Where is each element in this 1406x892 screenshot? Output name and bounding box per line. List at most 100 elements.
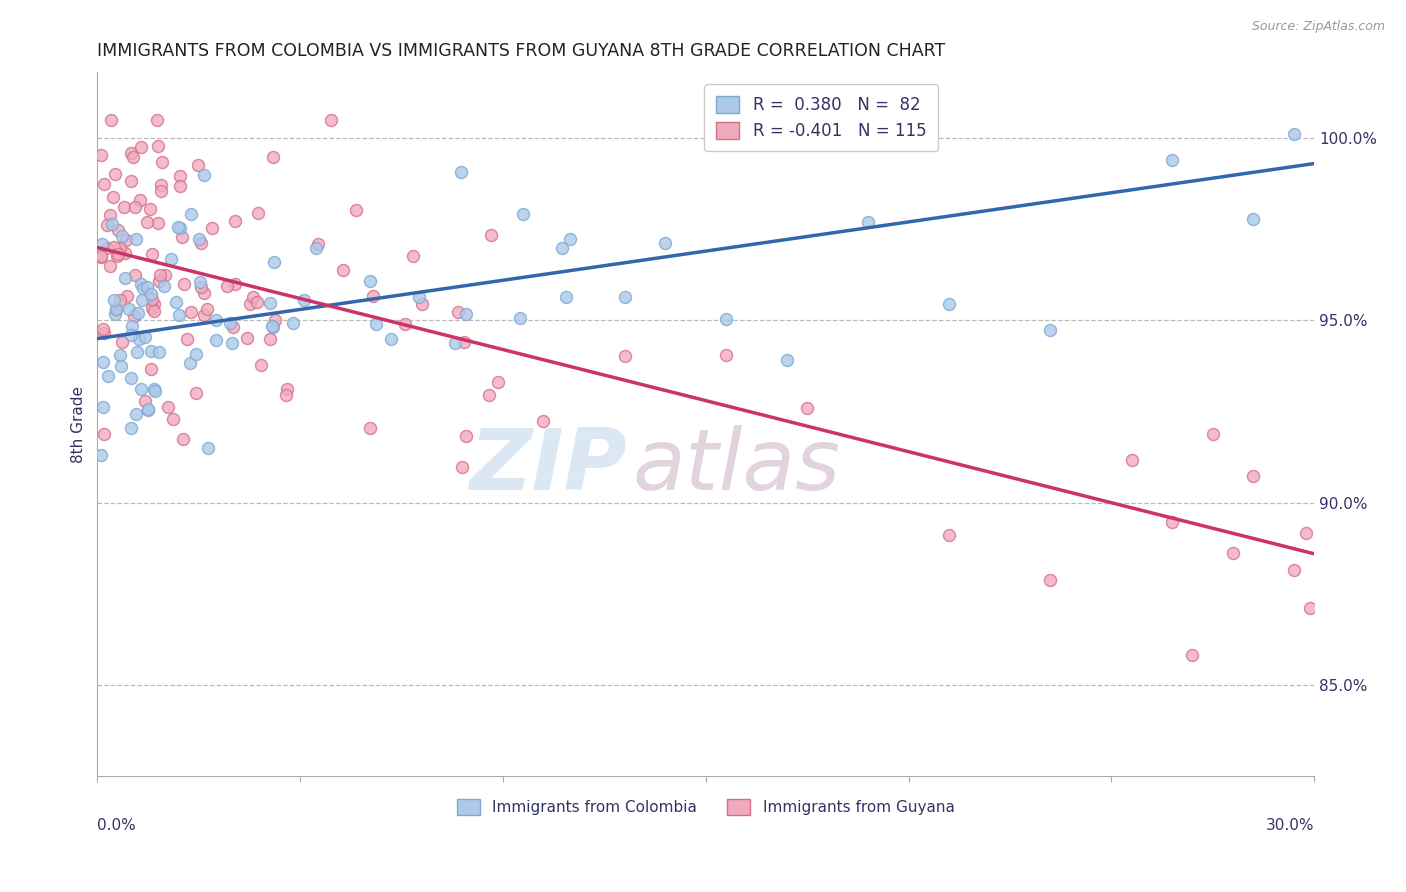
Point (187, 232, 209, 246)
Point (247, 206, 270, 220)
Point (217, 278, 239, 293)
Point (402, 249, 425, 263)
Y-axis label: 8th Grade: 8th Grade (72, 386, 86, 463)
Point (135, 215, 157, 229)
Point (131, 382, 153, 396)
Point (1121, 453, 1143, 467)
Point (101, 217, 124, 231)
Point (136, 401, 159, 416)
Point (1039, 574, 1062, 588)
Point (110, 334, 132, 349)
Point (91, 355, 114, 369)
Text: 0.0%: 0.0% (97, 819, 136, 833)
Point (259, 296, 281, 310)
Point (115, 289, 138, 303)
Point (444, 335, 467, 350)
Point (114, 245, 136, 260)
Point (205, 333, 228, 347)
Point (447, 305, 470, 319)
Point (91, 236, 114, 251)
Point (938, 297, 960, 311)
Point (180, 305, 202, 319)
Point (242, 290, 264, 304)
Point (411, 297, 433, 311)
Point (120, 421, 142, 435)
Point (1299, 600, 1322, 615)
Point (93, 326, 115, 340)
Point (136, 402, 159, 417)
Point (141, 301, 163, 316)
Point (93, 177, 115, 191)
Point (128, 332, 150, 346)
Point (91, 322, 114, 336)
Point (141, 343, 163, 358)
Point (146, 112, 169, 127)
Point (173, 277, 195, 292)
Point (246, 294, 269, 309)
Point (122, 150, 145, 164)
Point (262, 320, 284, 334)
Point (190, 236, 212, 251)
Point (359, 274, 381, 288)
Point (118, 302, 141, 317)
Point (714, 312, 737, 326)
Point (98, 260, 121, 274)
Point (120, 327, 142, 342)
Point (90, 250, 112, 264)
Point (169, 178, 191, 193)
Point (305, 242, 328, 256)
Point (110, 359, 132, 374)
Point (938, 528, 960, 542)
Point (188, 275, 211, 289)
Point (120, 145, 142, 160)
Point (103, 293, 125, 308)
Point (122, 309, 145, 323)
Point (262, 319, 284, 334)
Point (224, 277, 246, 291)
Point (93, 427, 115, 442)
Point (150, 178, 173, 193)
Point (108, 293, 131, 308)
Point (307, 237, 329, 252)
Point (205, 313, 228, 327)
Point (112, 200, 135, 214)
Point (104, 307, 127, 321)
Text: 30.0%: 30.0% (1265, 819, 1315, 833)
Point (276, 382, 298, 396)
Point (364, 317, 387, 331)
Legend: Immigrants from Colombia, Immigrants from Guyana: Immigrants from Colombia, Immigrants fro… (451, 793, 960, 822)
Point (135, 280, 157, 294)
Point (108, 241, 131, 255)
Point (654, 236, 676, 251)
Point (359, 421, 381, 435)
Point (221, 336, 243, 351)
Point (114, 270, 136, 285)
Point (361, 289, 384, 303)
Point (451, 459, 474, 474)
Point (115, 234, 138, 248)
Point (180, 206, 202, 220)
Point (146, 216, 169, 230)
Point (551, 241, 574, 255)
Point (380, 332, 402, 346)
Point (120, 174, 142, 188)
Point (156, 400, 179, 414)
Point (292, 293, 315, 308)
Point (193, 308, 215, 322)
Point (558, 231, 581, 245)
Point (453, 335, 475, 350)
Point (145, 384, 167, 398)
Point (1181, 648, 1204, 662)
Point (195, 302, 218, 317)
Point (162, 412, 184, 426)
Point (167, 219, 190, 234)
Point (141, 246, 163, 260)
Point (456, 429, 478, 443)
Point (121, 319, 143, 334)
Point (149, 184, 172, 198)
Point (239, 296, 262, 310)
Point (512, 207, 534, 221)
Point (128, 194, 150, 208)
Point (555, 290, 578, 304)
Point (408, 290, 430, 304)
